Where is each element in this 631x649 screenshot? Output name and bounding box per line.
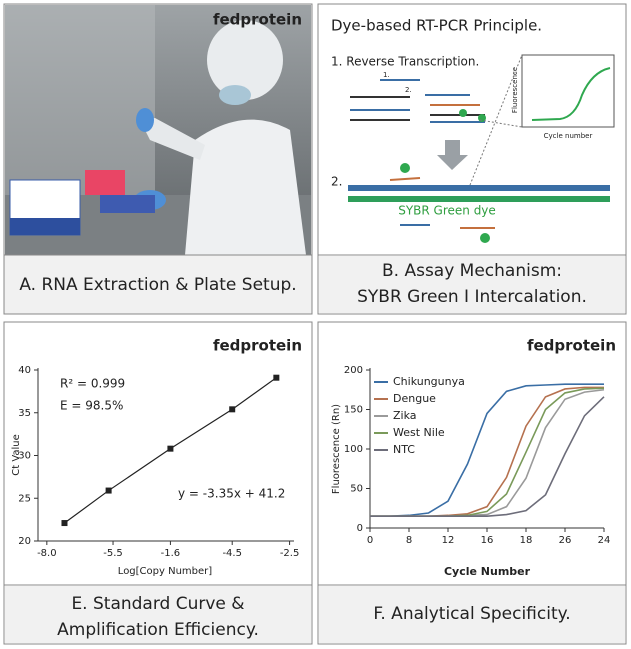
annotation: E = 98.5% <box>60 399 123 413</box>
x-tick-label: -2.5 <box>280 548 300 559</box>
annotation: y = -3.35x + 41.2 <box>178 487 285 501</box>
tube-rack <box>85 170 125 195</box>
caption-box <box>319 256 625 313</box>
x-tick-label: -8.0 <box>37 548 57 559</box>
x-tick-label: 0 <box>367 535 373 546</box>
x-tick-label: 18 <box>520 535 533 546</box>
brand: fedprotein <box>213 337 302 355</box>
x-tick-label: 26 <box>559 535 572 546</box>
kit-band <box>10 218 80 235</box>
arrow <box>437 140 468 170</box>
legend-label: Chikungunya <box>393 375 465 388</box>
strand-label: 1. <box>383 71 390 79</box>
hood <box>207 20 283 100</box>
step-label: 1. Reverse Transcription. <box>331 55 479 69</box>
glove <box>136 108 154 132</box>
x-tick-label: 24 <box>598 535 611 546</box>
point <box>61 520 68 527</box>
caption-box <box>5 586 311 643</box>
point <box>229 406 236 413</box>
y-tick-label: 100 <box>344 444 363 455</box>
y-tick-label: 20 <box>18 536 31 547</box>
dye-molecule <box>459 109 467 117</box>
dye-molecule <box>400 163 410 173</box>
dna-strand <box>348 196 610 202</box>
caption-box <box>319 586 625 643</box>
point <box>167 445 174 452</box>
inset-x-label: Cycle number <box>544 132 593 140</box>
caption: SYBR Green I Intercalation. <box>357 287 587 307</box>
y-tick-label: 0 <box>357 523 363 534</box>
y-tick-label: 25 <box>18 493 31 504</box>
legend-label: NTC <box>393 443 415 456</box>
plate <box>100 195 155 213</box>
panel-title: Dye-based RT-PCR Principle. <box>331 17 542 35</box>
dye-molecule <box>480 233 490 243</box>
caption: B. Assay Mechanism: <box>382 261 562 281</box>
zoom-line <box>479 119 523 128</box>
y-tick-label: 30 <box>18 451 31 462</box>
inset-curve <box>531 67 611 121</box>
legend-label: West Nile <box>393 426 445 439</box>
x-tick-label: -1.6 <box>161 548 181 559</box>
x-tick-label: -4.5 <box>222 548 242 559</box>
point <box>105 487 112 494</box>
strand-label: 2. <box>405 86 412 94</box>
caption: Amplification Efficiency. <box>57 620 259 640</box>
x-tick-label: 8 <box>406 535 412 546</box>
y-tick-label: 200 <box>344 365 363 376</box>
mask <box>219 85 251 105</box>
y-tick-label: 150 <box>344 405 363 416</box>
zoom-line <box>469 54 523 186</box>
inset-y-label: Fluorescence <box>511 67 519 113</box>
y-tick-label: 50 <box>350 484 363 495</box>
caption: E. Standard Curve & <box>71 594 244 614</box>
x-axis-label: Cycle Number <box>444 565 531 578</box>
dna-strand <box>348 185 610 191</box>
y-tick-label: 35 <box>18 408 31 419</box>
y-axis-label: Fluorescence (Rn) <box>331 404 342 494</box>
y-axis-label: Ct Value <box>11 434 22 476</box>
legend-label: Dengue <box>393 392 436 405</box>
x-tick-label: 16 <box>481 535 494 546</box>
annotation: R² = 0.999 <box>60 377 125 391</box>
caption: F. Analytical Specificity. <box>373 604 570 624</box>
caption: A. RNA Extraction & Plate Setup. <box>19 275 296 295</box>
suit <box>185 119 306 255</box>
brand: fedprotein <box>213 11 302 29</box>
arm <box>140 118 205 160</box>
step-label: 2. <box>331 175 342 189</box>
point <box>273 374 280 381</box>
legend-label: Zika <box>393 409 417 422</box>
y-tick-label: 40 <box>18 365 31 376</box>
primer <box>389 177 421 181</box>
brand: fedprotein <box>527 337 616 355</box>
x-axis-label: Log[Copy Number] <box>118 566 212 577</box>
strands <box>350 79 485 123</box>
series-line <box>370 396 605 517</box>
dye-label: SYBR Green dye <box>398 204 496 218</box>
x-tick-label: -5.5 <box>103 548 123 559</box>
x-tick-label: 12 <box>442 535 455 546</box>
